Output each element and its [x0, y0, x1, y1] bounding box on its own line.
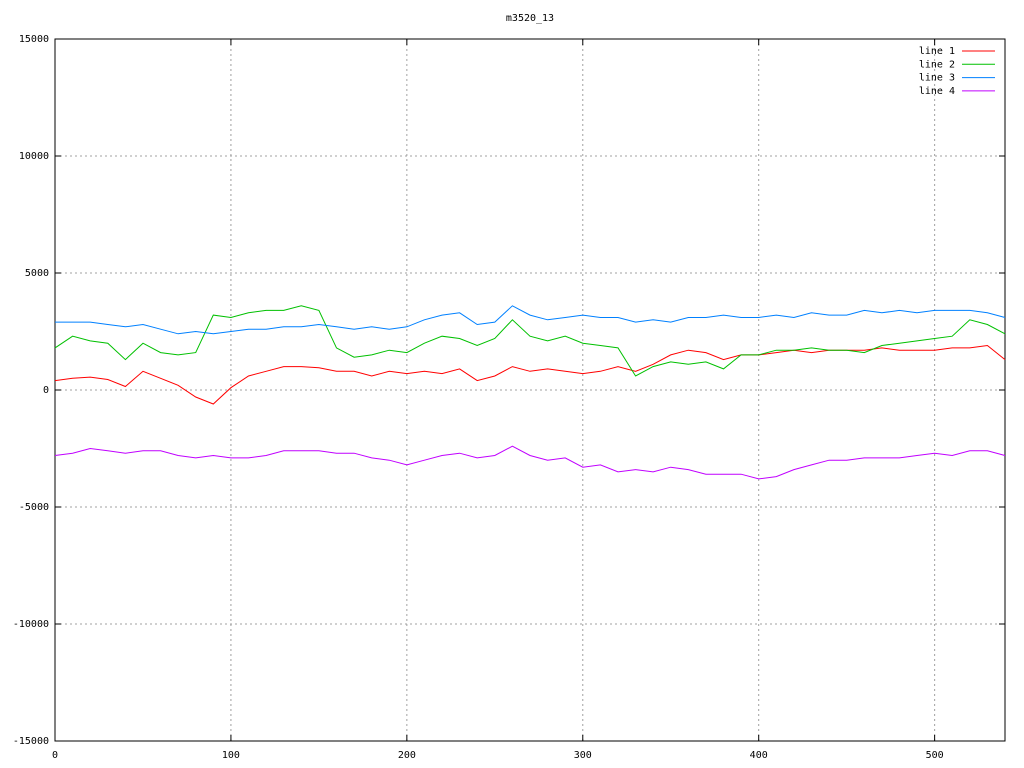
y-tick-label: -5000	[19, 502, 49, 513]
legend-label: line 1	[919, 46, 955, 57]
x-tick-label: 300	[574, 750, 592, 761]
y-tick-label: 15000	[19, 34, 49, 45]
x-tick-label: 200	[398, 750, 416, 761]
plot-border	[54, 38, 1006, 742]
series-line	[54, 305, 1006, 377]
y-tick-label: -15000	[13, 736, 49, 747]
x-tick-label: 500	[926, 750, 944, 761]
chart-title: m3520_13	[506, 13, 554, 24]
legend-label: line 3	[919, 73, 955, 84]
x-tick-label: 100	[222, 750, 240, 761]
series-line	[54, 344, 1006, 405]
series-line	[54, 445, 1006, 480]
y-tick-label: -10000	[13, 619, 49, 630]
legend-label: line 2	[919, 59, 955, 70]
legend-label: line 4	[919, 86, 955, 97]
y-tick-label: 10000	[19, 151, 49, 162]
x-tick-label: 0	[52, 750, 58, 761]
series-line	[55, 305, 1006, 335]
y-tick-label: 5000	[25, 268, 49, 279]
x-tick-label: 400	[750, 750, 768, 761]
y-tick-label: 0	[43, 385, 49, 396]
